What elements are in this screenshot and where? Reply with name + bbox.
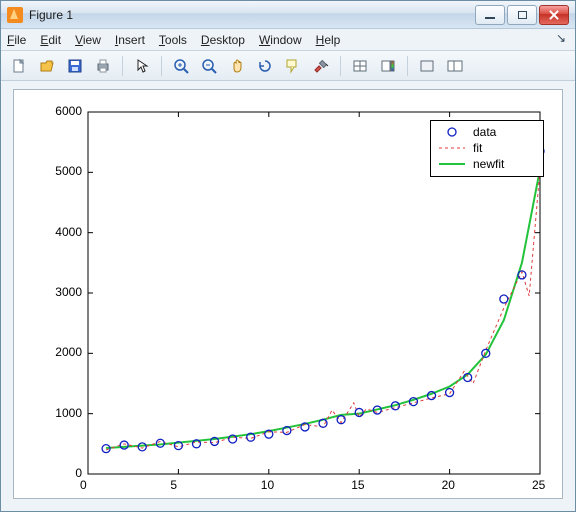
legend-item-data[interactable]: data (437, 124, 537, 140)
menu-insert[interactable]: Insert (115, 33, 145, 47)
titlebar[interactable]: Figure 1 (1, 1, 575, 29)
xtick-label: 25 (532, 478, 545, 492)
zoom-in-icon (173, 58, 189, 74)
zoom-out-button[interactable] (197, 54, 221, 78)
legend-sample-fit (437, 141, 467, 155)
xtick-label: 0 (80, 478, 87, 492)
menu-help[interactable]: Help (316, 33, 341, 47)
ytick-label: 4000 (55, 225, 82, 239)
brush-icon (312, 58, 330, 74)
ytick-label: 0 (75, 466, 82, 480)
xtick-label: 15 (351, 478, 364, 492)
open-icon (39, 58, 55, 74)
zoom-out-icon (201, 58, 217, 74)
menu-edit[interactable]: Edit (40, 33, 61, 47)
minimize-button[interactable] (475, 5, 505, 25)
xtick-label: 5 (170, 478, 177, 492)
figure-area: data fit newfit 0 5 10 15 20 25 0 1000 2000 3000 400… (1, 83, 575, 511)
matlab-icon (7, 7, 23, 23)
legend-sample-newfit (437, 157, 467, 171)
colorbar-icon (380, 58, 396, 74)
rotate-button[interactable] (253, 54, 277, 78)
print-icon (95, 58, 111, 74)
datatip-icon (285, 58, 301, 74)
print-button[interactable] (91, 54, 115, 78)
xtick-label: 20 (442, 478, 455, 492)
legend-item-newfit[interactable]: newfit (437, 156, 537, 172)
arrow-button[interactable] (130, 54, 154, 78)
link-icon (352, 58, 368, 74)
pan-button[interactable] (225, 54, 249, 78)
ytick-label: 3000 (55, 285, 82, 299)
zoom-in-button[interactable] (169, 54, 193, 78)
legend-label: data (473, 125, 496, 139)
hide-icon (447, 58, 463, 74)
rotate-icon (257, 58, 273, 74)
xtick-label: 10 (261, 478, 274, 492)
window-title: Figure 1 (29, 7, 475, 22)
legend-button[interactable] (415, 54, 439, 78)
close-button[interactable] (539, 5, 569, 25)
legend-label: newfit (473, 157, 504, 171)
maximize-button[interactable] (507, 5, 537, 25)
link-button[interactable] (348, 54, 372, 78)
legend-sample-data (437, 125, 467, 139)
window-buttons (475, 5, 571, 25)
new-button[interactable] (7, 54, 31, 78)
legend-item-fit[interactable]: fit (437, 140, 537, 156)
toolbar (1, 51, 575, 81)
new-icon (11, 58, 27, 74)
legend-label: fit (473, 141, 482, 155)
menu-view[interactable]: View (75, 33, 101, 47)
ytick-label: 2000 (55, 345, 82, 359)
toolbar-separator (407, 56, 408, 76)
menu-desktop[interactable]: Desktop (201, 33, 245, 47)
ytick-label: 6000 (55, 104, 82, 118)
menu-file[interactable]: File (7, 33, 26, 47)
save-button[interactable] (63, 54, 87, 78)
ytick-label: 1000 (55, 406, 82, 420)
hide-button[interactable] (443, 54, 467, 78)
pan-icon (229, 58, 245, 74)
arrow-icon (134, 58, 150, 74)
toolbar-separator (340, 56, 341, 76)
legend-icon (419, 58, 435, 74)
dock-icon[interactable] (555, 32, 569, 46)
menu-tools[interactable]: Tools (159, 33, 187, 47)
brush-button[interactable] (309, 54, 333, 78)
colorbar-button[interactable] (376, 54, 400, 78)
menu-window[interactable]: Window (259, 33, 302, 47)
menubar: File Edit View Insert Tools Desktop Window Help (1, 29, 575, 51)
ytick-label: 5000 (55, 164, 82, 178)
toolbar-separator (161, 56, 162, 76)
figure-window: Figure 1 File Edit View Insert Tools Desktop W… (0, 0, 576, 512)
open-button[interactable] (35, 54, 59, 78)
datatip-button[interactable] (281, 54, 305, 78)
toolbar-separator (122, 56, 123, 76)
plot-panel: data fit newfit 0 5 10 15 20 25 0 1000 2000 3000 400… (13, 89, 563, 499)
save-icon (67, 58, 83, 74)
legend[interactable]: data fit newfit (430, 120, 544, 177)
